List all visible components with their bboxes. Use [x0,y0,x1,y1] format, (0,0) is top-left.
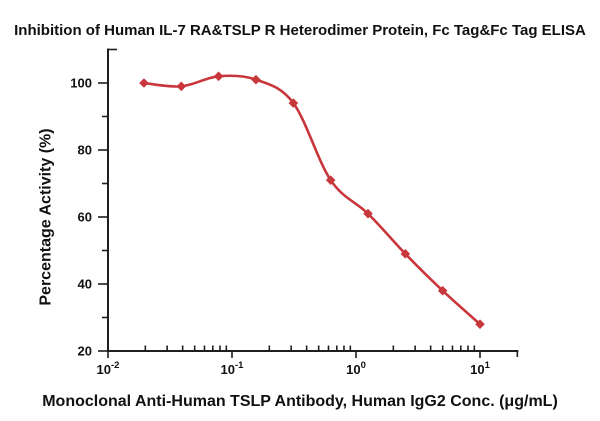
dose-response-curve [142,74,482,326]
y-tick-label: 40 [78,277,92,292]
x-tick-label: 10-2 [97,360,120,377]
data-point [251,74,261,85]
data-point [213,71,224,82]
y-tick-label: 20 [78,344,92,359]
data-point [176,81,187,92]
tick-labels: 20 40 60 80 100 10-2 10-1 100 101 [70,76,490,378]
data-point-markers [139,71,485,329]
x-tick-label: 101 [470,360,490,377]
data-point [400,249,411,259]
y-tick-label: 80 [78,143,92,158]
x-tick-label: 100 [346,360,366,377]
axis-ticks [98,48,519,358]
x-axis-title: Monoclonal Anti-Human TSLP Antibody, Hum… [42,393,558,410]
data-point [437,285,448,296]
y-tick-label: 60 [78,210,92,225]
axes [107,48,519,352]
data-point [288,98,299,108]
x-tick-label: 10-1 [221,360,245,377]
y-axis-title: Percentage Activity (%) [37,128,55,306]
data-point [325,175,336,185]
chart-title: Inhibition of Human IL-7 RA&TSLP R Heter… [14,22,586,39]
data-point [363,208,373,219]
y-tick-label: 100 [70,76,92,91]
data-point [139,78,149,88]
data-point [475,319,485,329]
